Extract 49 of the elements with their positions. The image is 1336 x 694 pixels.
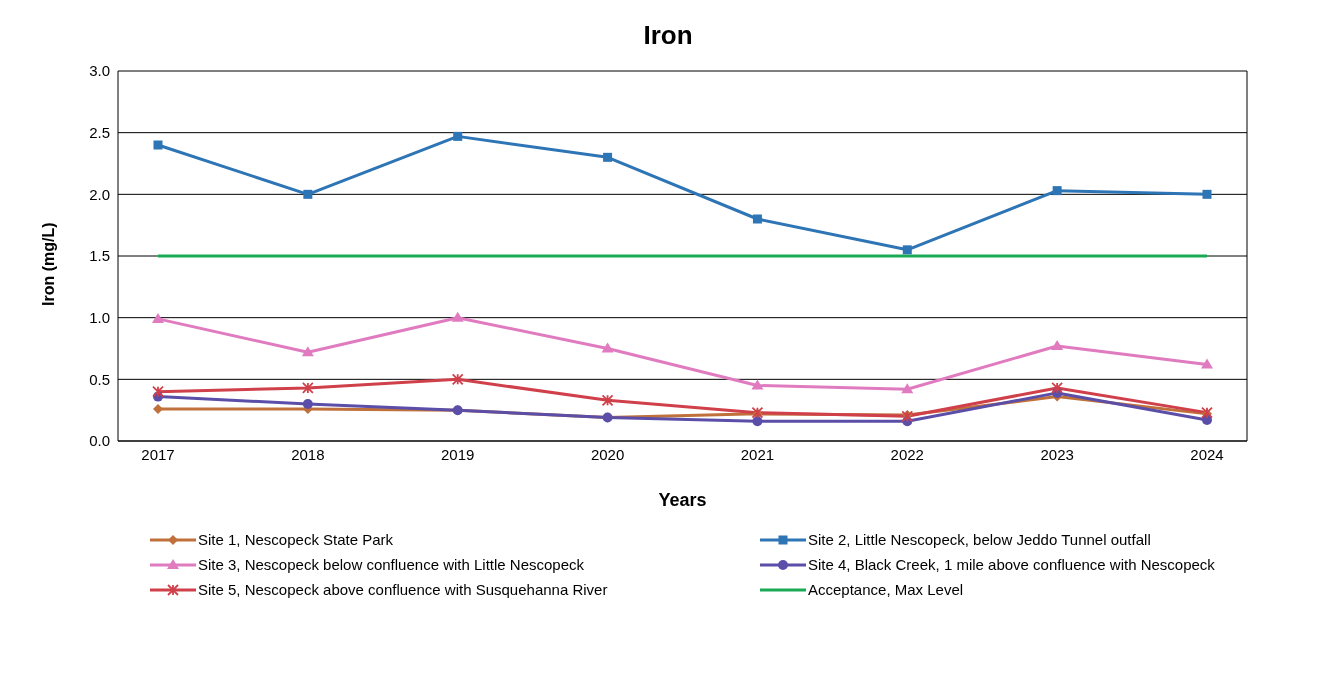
point [301, 346, 314, 357]
point [1202, 189, 1212, 199]
point [601, 394, 614, 407]
legend-label: Site 3, Nescopeck below confluence with Little Nescopeck [198, 556, 585, 573]
legend-label: Site 4, Black Creek, 1 mile above confluence with Nescopeck [808, 556, 1215, 573]
point [1051, 382, 1064, 394]
point [751, 379, 764, 390]
y-tick-label: 1.0 [89, 308, 110, 326]
point [601, 342, 614, 353]
chart-title: Iron [642, 20, 694, 51]
point [303, 189, 313, 199]
point [153, 140, 163, 150]
x-tick-label: 2019 [441, 445, 475, 463]
point [153, 403, 163, 414]
x-tick-label: 2018 [291, 445, 325, 463]
point [152, 312, 164, 323]
x-tick-label: 2023 [1040, 445, 1074, 463]
legend-label: Site 5, Nescopeck above confluence with Susquehanna River [198, 581, 608, 598]
point [301, 382, 314, 394]
point [1051, 340, 1064, 351]
point [752, 214, 762, 224]
point [902, 245, 912, 255]
point [451, 373, 464, 386]
x-tick-label: 2024 [1190, 445, 1224, 463]
legend-label: Site 2, Little Nescopeck, below Jeddo Tunnel outfall [808, 531, 1151, 548]
point [453, 131, 463, 141]
x-tick-label: 2022 [890, 445, 924, 463]
x-axis-title: Years [658, 490, 707, 510]
x-tick-label: 2017 [141, 445, 175, 463]
point [1201, 358, 1213, 369]
y-tick-label: 3.0 [89, 62, 110, 80]
point [752, 416, 763, 427]
point [152, 385, 164, 398]
point [603, 152, 613, 162]
point [451, 311, 464, 322]
y-tick-label: 2.5 [89, 123, 110, 141]
legend-label: Acceptance, Max Level [808, 581, 964, 598]
y-tick-label: 1.5 [89, 247, 110, 265]
x-tick-label: 2020 [590, 445, 625, 463]
y-tick-label: 0.5 [89, 370, 110, 388]
point [1202, 415, 1212, 426]
y-tick-label: 2.0 [89, 185, 110, 203]
y-axis-title: Iron (mg/L) [39, 222, 57, 306]
point [302, 399, 313, 409]
legend-label: Site 1, Nescopeck State Park [198, 531, 394, 548]
point [1052, 186, 1062, 196]
point [901, 383, 914, 394]
x-tick-label: 2021 [740, 445, 775, 463]
y-tick-label: 0.0 [89, 432, 110, 450]
